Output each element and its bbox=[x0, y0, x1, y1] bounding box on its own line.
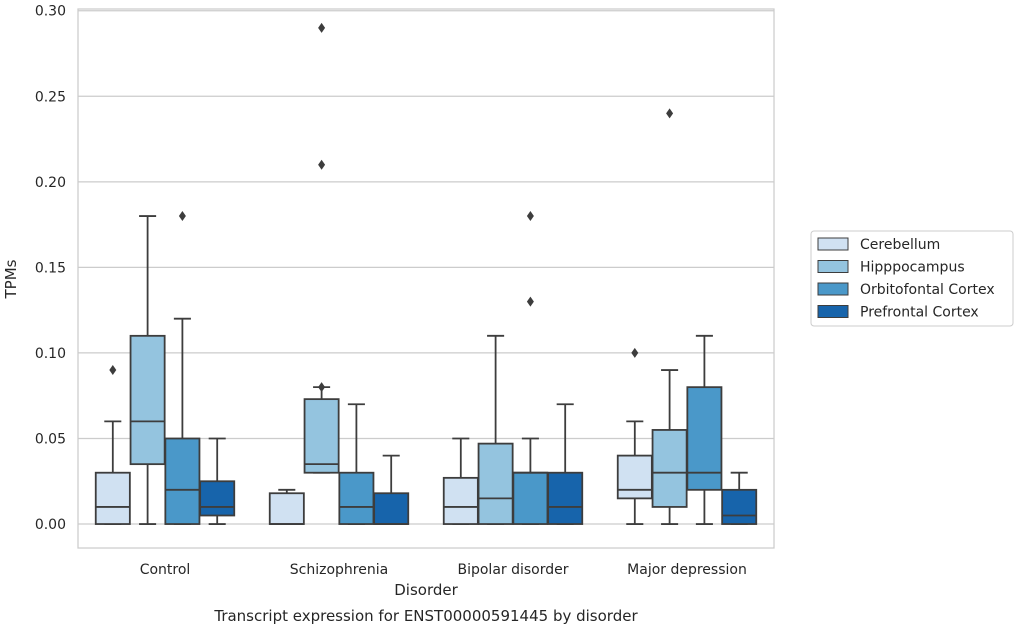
box-groups bbox=[94, 22, 758, 525]
box-rect bbox=[338, 471, 375, 525]
y-tick-label: 0.10 bbox=[35, 346, 66, 362]
y-tick-label: 0.30 bbox=[35, 4, 66, 20]
y-tick-label: 0.15 bbox=[35, 260, 66, 276]
box-0-3 bbox=[616, 347, 653, 525]
box-rect bbox=[94, 471, 131, 525]
outlier-point bbox=[526, 211, 534, 222]
box-3-1 bbox=[373, 454, 410, 525]
box-3-2 bbox=[547, 403, 584, 525]
legend-swatch bbox=[817, 260, 849, 273]
box-2-0 bbox=[164, 211, 201, 525]
box-rect bbox=[721, 488, 758, 525]
legend-label: Cerebellum bbox=[860, 237, 940, 253]
outlier-point bbox=[178, 211, 186, 222]
box-0-2 bbox=[442, 437, 479, 525]
x-tick-labels: Control Schizophrenia Bipolar disorder Majo… bbox=[140, 562, 747, 578]
box-rect bbox=[547, 471, 584, 525]
outlier-point bbox=[109, 365, 117, 376]
box-1-3 bbox=[651, 108, 688, 525]
y-axis-label: TPMs bbox=[2, 259, 20, 299]
outlier-point bbox=[318, 22, 326, 33]
outlier-point bbox=[318, 159, 326, 170]
box-1-2 bbox=[477, 334, 514, 525]
x-tick-label: Major depression bbox=[627, 562, 747, 578]
box-rect bbox=[442, 476, 479, 525]
box-1-1 bbox=[303, 22, 340, 474]
box-rect bbox=[268, 492, 305, 525]
legend-label: Prefrontal Cortex bbox=[860, 305, 979, 321]
box-3-3 bbox=[721, 471, 758, 525]
chart-caption: Transcript expression for ENST0000059144… bbox=[213, 607, 638, 625]
x-tick-label: Schizophrenia bbox=[290, 562, 388, 578]
box-rect bbox=[477, 442, 514, 525]
legend-swatch bbox=[817, 282, 849, 296]
legend-frame bbox=[810, 230, 1014, 327]
plot-frame bbox=[77, 8, 775, 549]
box-rect bbox=[129, 334, 166, 466]
box-2-1 bbox=[338, 403, 375, 525]
outlier-point bbox=[631, 347, 639, 358]
box-0-0 bbox=[94, 365, 131, 525]
box-0-1 bbox=[268, 488, 305, 525]
y-tick-label: 0.20 bbox=[35, 175, 66, 191]
legend-swatch bbox=[817, 305, 849, 318]
box-2-3 bbox=[686, 334, 723, 525]
outlier-point bbox=[318, 382, 326, 393]
box-rect bbox=[651, 429, 688, 508]
box-3-0 bbox=[199, 437, 236, 525]
box-rect bbox=[199, 480, 236, 517]
outlier-point bbox=[526, 296, 534, 307]
box-rect bbox=[512, 471, 549, 525]
legend-label: Orbitofontal Cortex bbox=[860, 282, 995, 298]
box-rect bbox=[164, 437, 201, 525]
x-tick-label: Bipolar disorder bbox=[457, 562, 568, 578]
y-tick-label: 0.00 bbox=[35, 517, 66, 533]
legend: Cerebellum Hipppocampus Orbitofontal Corte… bbox=[810, 230, 1014, 327]
y-tick-labels: 0.00 0.05 0.10 0.15 0.20 0.25 0.30 bbox=[35, 4, 66, 533]
box-1-0 bbox=[129, 215, 166, 525]
y-tick-label: 0.25 bbox=[35, 89, 66, 105]
box-rect bbox=[373, 492, 410, 525]
y-tick-label: 0.05 bbox=[35, 431, 66, 447]
x-tick-label: Control bbox=[140, 562, 191, 578]
legend-label: Hipppocampus bbox=[860, 260, 965, 276]
outlier-point bbox=[666, 108, 674, 119]
box-rect bbox=[616, 454, 653, 500]
x-axis-label: Disorder bbox=[394, 581, 458, 599]
box-rect bbox=[303, 398, 340, 474]
legend-swatch bbox=[817, 237, 849, 251]
box-rect bbox=[686, 386, 723, 491]
